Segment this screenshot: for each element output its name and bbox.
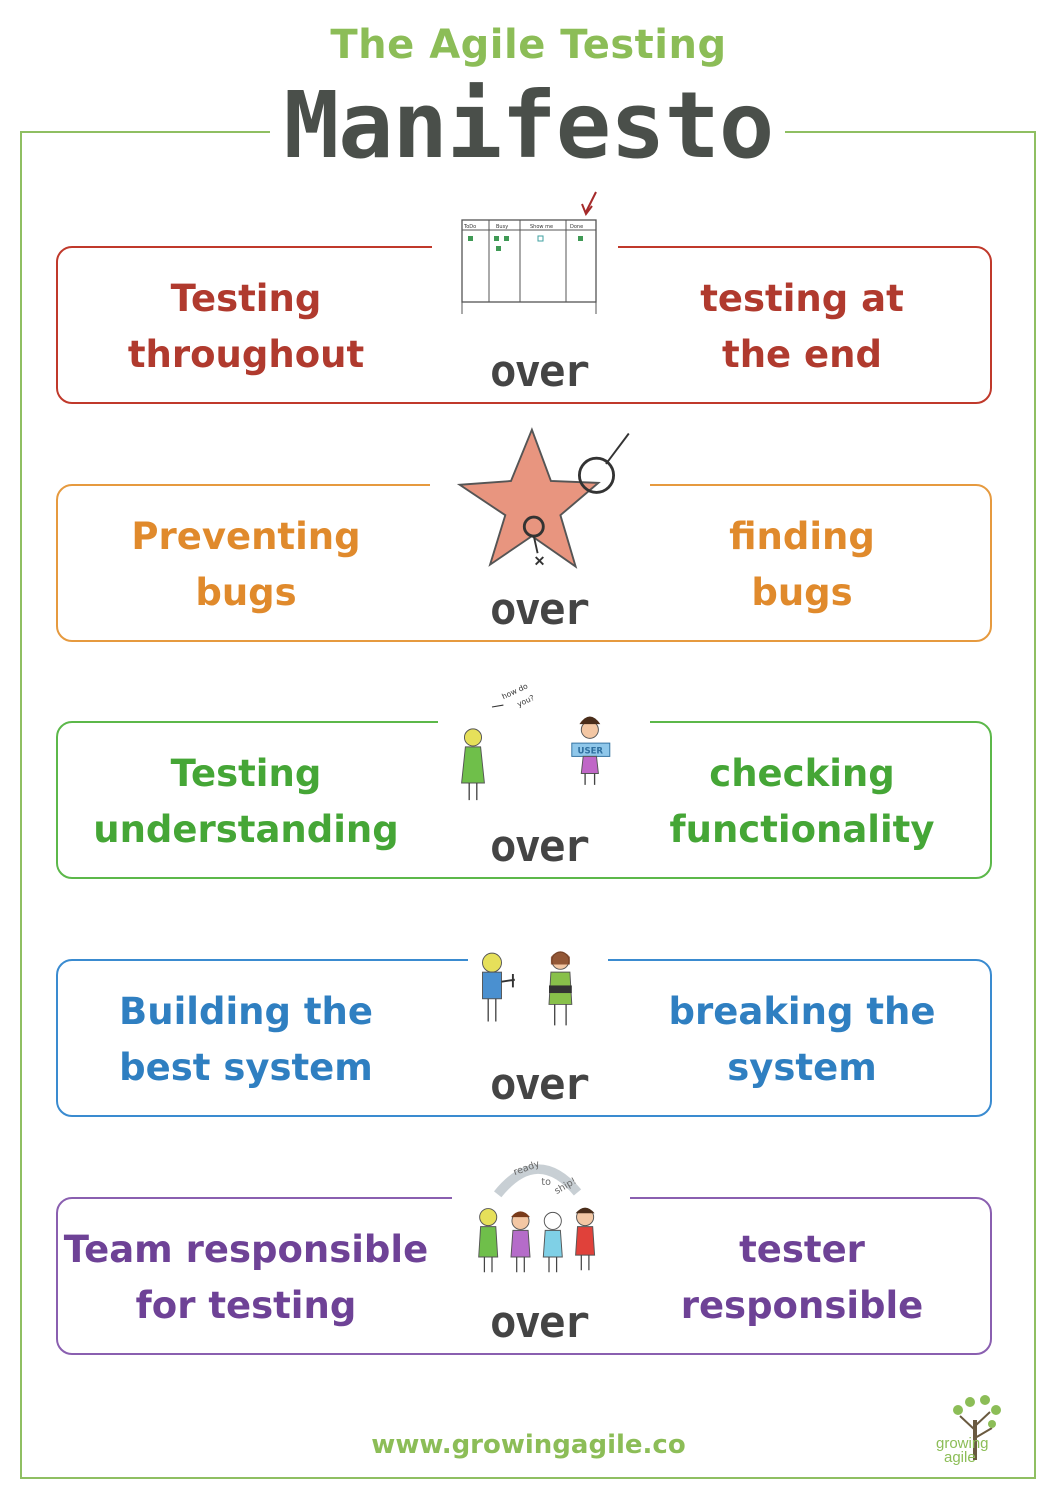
- frame-left: [20, 131, 22, 1478]
- right-value: checking functionality: [616, 747, 988, 857]
- kanban-board-icon: ToDo Busy Show me Done: [461, 191, 597, 314]
- over-label: over: [490, 821, 590, 872]
- box-gap: [438, 717, 650, 727]
- left-value: Team responsible for testing: [56, 1223, 436, 1333]
- left-line-1: Testing: [170, 277, 322, 320]
- left-value: Testing throughout: [56, 272, 436, 382]
- box-gap: [468, 955, 608, 965]
- right-line-1: breaking the: [668, 990, 936, 1033]
- user-sign-text: USER: [578, 747, 604, 757]
- right-line-2: the end: [722, 333, 882, 376]
- board-col-2: Busy: [496, 224, 508, 230]
- left-value: Preventing bugs: [56, 510, 436, 620]
- left-line-2: throughout: [127, 333, 365, 376]
- growing-agile-logo: growing agile: [936, 1395, 1001, 1466]
- footer-url[interactable]: www.growingagile.co: [371, 1430, 686, 1460]
- left-line-2: for testing: [135, 1284, 357, 1327]
- page-title: Manifesto: [283, 72, 775, 179]
- board-col-3: Show me: [530, 224, 553, 230]
- star-bug-icon: [456, 427, 630, 569]
- box-gap: [452, 1193, 630, 1203]
- builder-breaker-icon: [482, 951, 573, 1026]
- left-line-2: understanding: [93, 808, 399, 851]
- over-label: over: [490, 584, 590, 635]
- manifesto-row-2: Preventing bugs finding bugs over: [56, 427, 992, 642]
- left-value: Building the best system: [56, 985, 436, 1095]
- frame-bottom: [20, 1477, 1036, 1479]
- left-line-2: bugs: [195, 571, 297, 614]
- speech-text-2: you?: [516, 693, 536, 709]
- right-value: tester responsible: [616, 1223, 988, 1333]
- frame-top-left: [20, 131, 270, 133]
- board-col-1: ToDo: [463, 224, 476, 230]
- right-line-2: bugs: [751, 571, 853, 614]
- right-value: breaking the system: [616, 985, 988, 1095]
- right-value: finding bugs: [616, 510, 988, 620]
- team-icon: ready to ship!: [478, 1158, 596, 1273]
- left-line-1: Team responsible: [63, 1228, 429, 1271]
- box-gap: [432, 242, 618, 252]
- left-value: Testing understanding: [56, 747, 436, 857]
- right-value: testing at the end: [616, 272, 988, 382]
- manifesto-row-4: Building the best system breaking the sy…: [56, 951, 992, 1117]
- frame-top-right: [785, 131, 1036, 133]
- manifesto-row-3: Testing understanding checking functiona…: [56, 681, 992, 879]
- over-label: over: [490, 1297, 590, 1348]
- frame-right: [1034, 131, 1036, 1478]
- left-line-1: Testing: [170, 752, 322, 795]
- right-line-1: finding: [729, 515, 875, 558]
- over-label: over: [490, 346, 590, 397]
- left-line-1: Building the: [119, 990, 373, 1033]
- page-subtitle: The Agile Testing: [330, 22, 727, 68]
- board-col-4: Done: [570, 224, 583, 230]
- over-label: over: [490, 1059, 590, 1110]
- right-line-2: functionality: [669, 808, 935, 851]
- manifesto-row-1: Testing throughout testing at the end ov…: [56, 191, 992, 404]
- left-line-2: best system: [119, 1046, 373, 1089]
- user-conversation-icon: how do you? USER: [461, 681, 611, 801]
- right-line-1: tester: [739, 1228, 865, 1271]
- right-line-1: checking: [709, 752, 895, 795]
- manifesto-row-5: Team responsible for testing tester resp…: [56, 1158, 992, 1355]
- left-line-1: Preventing: [131, 515, 361, 558]
- right-line-2: system: [727, 1046, 877, 1089]
- right-line-1: testing at: [700, 277, 904, 320]
- logo-text-2: agile: [944, 1449, 976, 1466]
- ship-text-2: to: [541, 1177, 551, 1188]
- right-line-2: responsible: [680, 1284, 924, 1327]
- logo-text-1: growing: [936, 1435, 989, 1452]
